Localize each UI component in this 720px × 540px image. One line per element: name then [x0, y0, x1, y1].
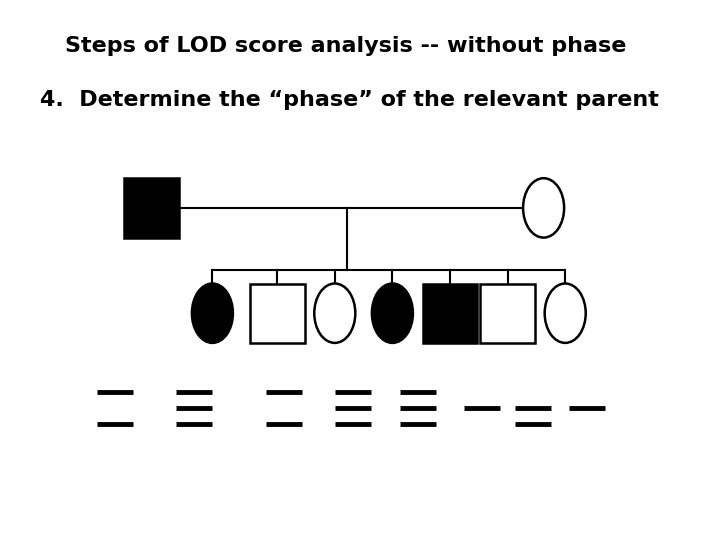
Ellipse shape: [523, 178, 564, 238]
Bar: [480, 284, 535, 343]
Bar: [124, 178, 179, 238]
Ellipse shape: [372, 284, 413, 343]
Ellipse shape: [315, 284, 356, 343]
Text: Steps of LOD score analysis -- without phase: Steps of LOD score analysis -- without p…: [65, 36, 626, 56]
Ellipse shape: [545, 284, 586, 343]
Text: 4.  Determine the “phase” of the relevant parent: 4. Determine the “phase” of the relevant…: [40, 90, 659, 110]
Ellipse shape: [192, 284, 233, 343]
Bar: [423, 284, 477, 343]
Bar: [250, 284, 305, 343]
